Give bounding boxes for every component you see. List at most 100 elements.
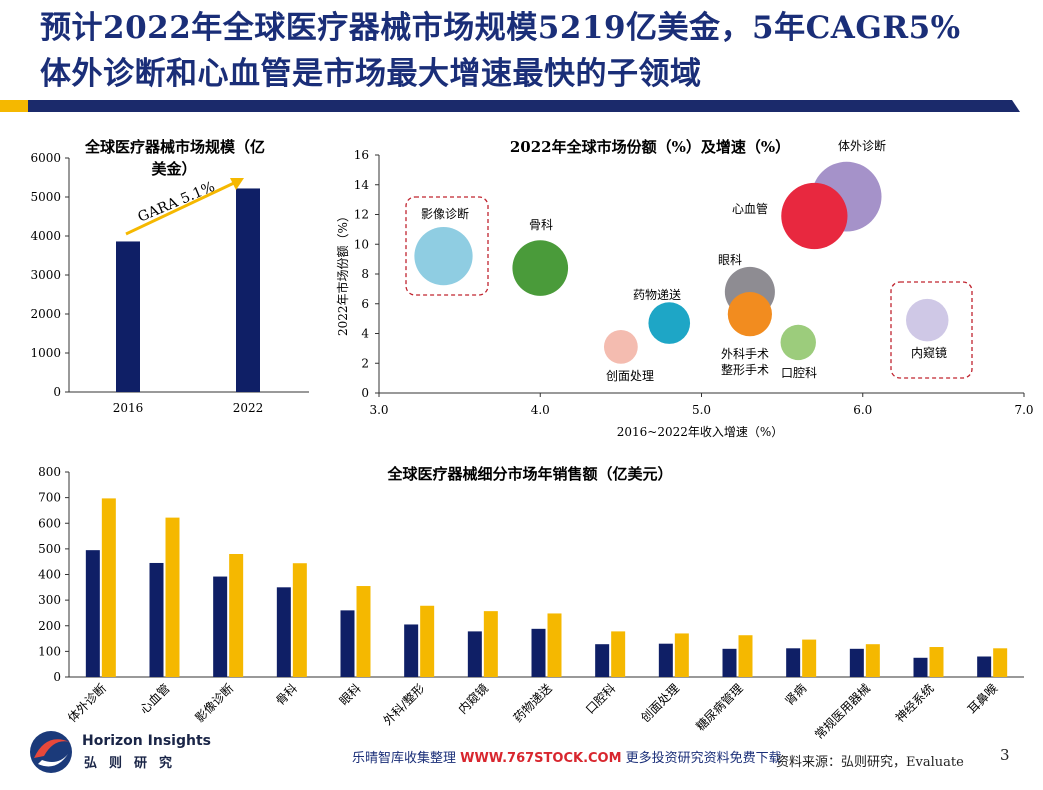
bubble-药物递送 — [648, 302, 691, 344]
x-tick-label: 耳鼻喉 — [964, 681, 1000, 717]
page-number: 3 — [1000, 746, 1010, 764]
bar-口腔科-2022 — [611, 631, 626, 677]
y-tick-label: 5000 — [30, 190, 61, 204]
bubble-label: 体外诊断 — [838, 138, 886, 153]
bar-内窥镜-2016 — [467, 631, 482, 677]
x-tick-label: 口腔科 — [582, 681, 618, 717]
bar-药物递送-2016 — [531, 628, 546, 677]
bar-耳鼻喉-2016 — [977, 656, 992, 677]
bubble-label: 外科手术 — [721, 347, 769, 361]
x-tick-label: 内窥镜 — [455, 681, 491, 717]
bubble-label: 药物递送 — [633, 287, 681, 302]
y-tick-label: 700 — [38, 491, 61, 505]
bubble-label: 口腔科 — [781, 365, 817, 380]
bubble-label: 眼科 — [718, 253, 742, 267]
x-tick-label: 肾病 — [782, 681, 810, 709]
y-tick-label: 100 — [38, 644, 61, 658]
bubble-label: 骨科 — [529, 218, 553, 232]
header-accent-navy — [28, 100, 1020, 112]
x-tick-label: 糖尿病管理 — [693, 681, 746, 734]
bar-心血管-2022 — [165, 517, 180, 677]
logo-name: Horizon Insights — [82, 733, 211, 749]
watermark-suffix: 更多投资研究资料免费下载 — [621, 751, 782, 766]
x-tick-label: 骨科 — [273, 681, 300, 708]
x-tick-label: 4.0 — [531, 403, 550, 417]
bar-2016 — [116, 241, 140, 392]
chart-title-line: 美金） — [151, 160, 196, 178]
bar-糖尿病管理-2016 — [722, 648, 737, 677]
growth-arrow-head — [230, 178, 244, 190]
bubble-label: 内窥镜 — [911, 345, 947, 360]
x-tick-label: 外科/整形 — [380, 681, 427, 728]
bar-常规医用器械-2022 — [865, 644, 880, 677]
x-axis-title: 2016~2022年收入增速（%） — [617, 425, 784, 439]
y-tick-label: 16 — [354, 148, 369, 162]
bar-创面处理-2016 — [658, 643, 673, 677]
y-tick-label: 2 — [361, 356, 369, 370]
x-tick-label: 神经系统 — [893, 681, 937, 725]
y-tick-label: 4000 — [30, 229, 61, 243]
y-tick-label: 12 — [354, 208, 369, 222]
y-tick-label: 1000 — [30, 346, 61, 360]
bar-外科/整形-2022 — [420, 605, 435, 677]
bar-骨科-2016 — [276, 587, 291, 677]
bubble-影像诊断 — [414, 227, 473, 286]
y-tick-label: 0 — [53, 385, 61, 399]
y-tick-label: 0 — [361, 386, 369, 400]
bar-耳鼻喉-2022 — [993, 648, 1008, 677]
y-tick-label: 6000 — [30, 151, 61, 165]
highlight-box — [405, 196, 489, 296]
x-tick-label: 药物递送 — [510, 681, 555, 726]
x-tick-label: 5.0 — [692, 403, 711, 417]
x-tick-label: 体外诊断 — [64, 681, 109, 726]
company-logo — [26, 728, 76, 776]
y-tick-label: 4 — [361, 327, 369, 341]
bar-口腔科-2016 — [595, 644, 610, 677]
bar-骨科-2022 — [292, 563, 307, 677]
page-subtitle: 体外诊断和心血管是市场最大增速最快的子领域 — [40, 56, 702, 92]
watermark-url[interactable]: WWW.767STOCK.COM — [460, 751, 622, 766]
y-tick-label: 500 — [38, 542, 61, 556]
bar-眼科-2016 — [340, 610, 355, 677]
highlight-box — [890, 281, 973, 379]
bubble-心血管 — [781, 182, 848, 250]
bar-外科/整形-2016 — [404, 624, 419, 677]
bar-常规医用器械-2016 — [849, 648, 864, 677]
bar-2022 — [236, 188, 260, 392]
logo-mark-icon — [30, 731, 72, 773]
bubble-label: 创面处理 — [606, 369, 654, 383]
bubble-创面处理 — [603, 329, 638, 364]
y-tick-label: 2000 — [30, 307, 61, 321]
source-note: 资料来源：弘则研究，Evaluate — [776, 755, 964, 770]
bar-神经系统-2022 — [929, 647, 944, 677]
x-tick-label: 2016 — [113, 401, 144, 415]
bar-神经系统-2016 — [913, 657, 928, 677]
bar-影像诊断-2022 — [229, 554, 244, 677]
bubble-口腔科 — [780, 324, 816, 361]
watermark-prefix: 乐晴智库收集整理 — [352, 751, 461, 766]
bubble-内窥镜 — [905, 298, 949, 342]
header-accent-bar — [0, 100, 1020, 112]
y-tick-label: 14 — [354, 178, 370, 192]
y-tick-label: 8 — [361, 267, 369, 281]
bar-创面处理-2022 — [674, 633, 689, 677]
bar-影像诊断-2016 — [213, 576, 228, 677]
x-tick-label: 3.0 — [369, 403, 388, 417]
growth-arrow-line — [125, 181, 235, 236]
y-tick-label: 400 — [38, 568, 61, 582]
bar-内窥镜-2022 — [483, 611, 498, 677]
y-tick-label: 3000 — [30, 268, 61, 282]
y-tick-label: 6 — [361, 297, 369, 311]
footer-watermark: 乐晴智库收集整理 WWW.767STOCK.COM 更多投资研究资料免费下载 — [352, 747, 782, 766]
bubble-label: 影像诊断 — [421, 206, 469, 221]
bar-体外诊断-2022 — [101, 498, 116, 677]
logo-subname: 弘则研究 — [84, 756, 185, 771]
x-tick-label: 6.0 — [853, 403, 872, 417]
page-title: 预计2022年全球医疗器械市场规模5219亿美金，5年CAGR5% — [40, 10, 961, 46]
chart-title: 2022年全球市场份额（%）及增速（%） — [510, 138, 790, 156]
y-tick-label: 200 — [38, 619, 61, 633]
header-accent-gold — [0, 100, 28, 112]
bar-药物递送-2022 — [547, 613, 562, 677]
